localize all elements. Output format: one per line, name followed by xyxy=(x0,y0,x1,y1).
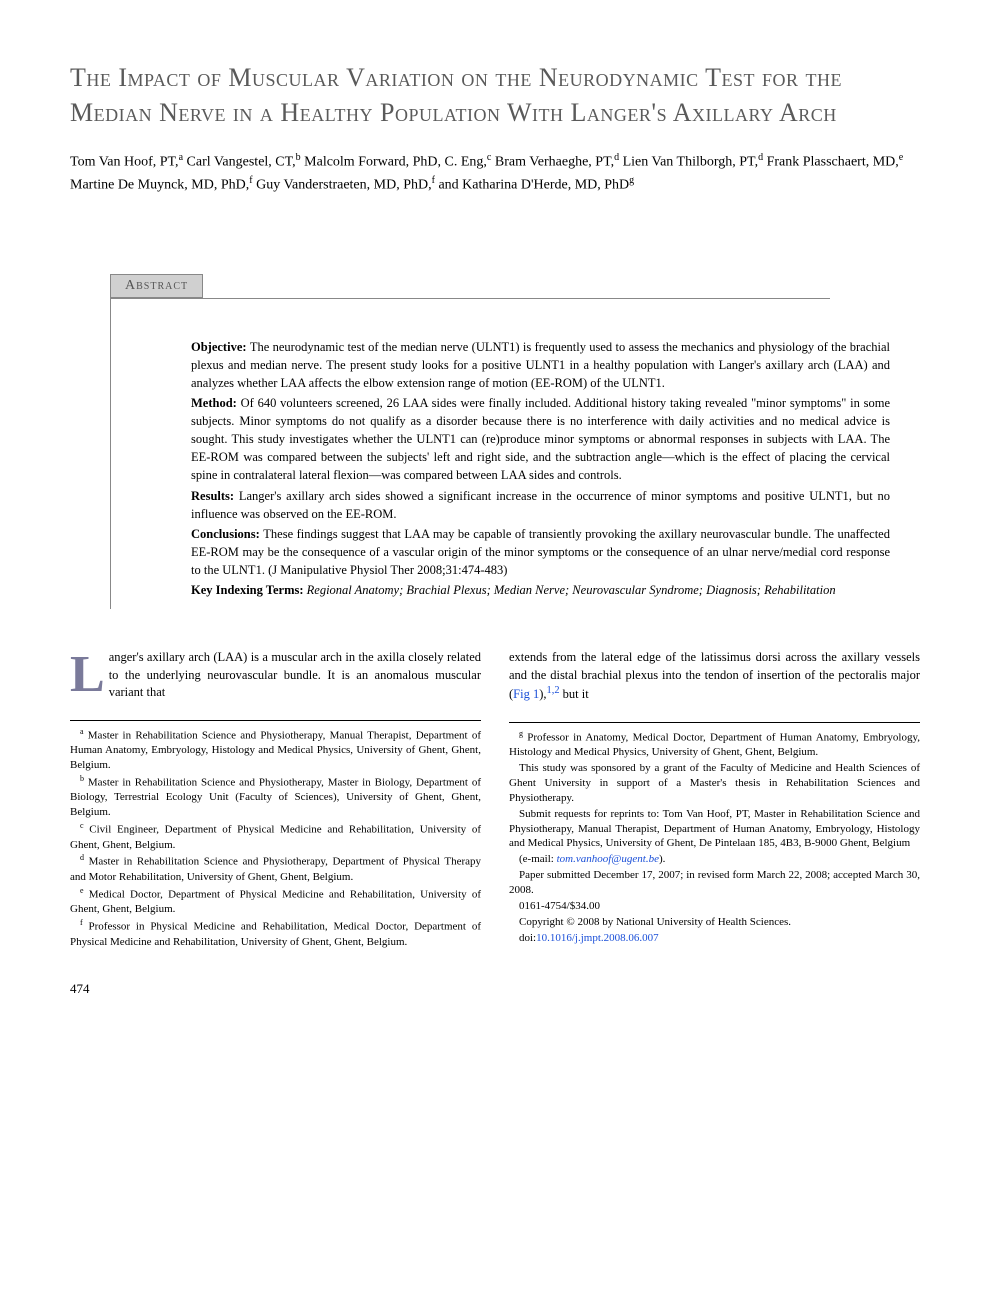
paper-dates: Paper submitted December 17, 2007; in re… xyxy=(509,868,920,898)
email-link[interactable]: tom.vanhoof@ugent.be xyxy=(557,853,659,865)
footnote-item: This study was sponsored by a grant of t… xyxy=(509,761,920,806)
email-line: (e-mail: tom.vanhoof@ugent.be). xyxy=(509,852,920,867)
objective-label: Objective: xyxy=(191,340,250,354)
footnote-item: g Professor in Anatomy, Medical Doctor, … xyxy=(509,729,920,760)
conclusions-text: These findings suggest that LAA may be c… xyxy=(191,527,890,577)
figure-ref-link[interactable]: Fig 1 xyxy=(513,687,539,701)
footnotes-right: g Professor in Anatomy, Medical Doctor, … xyxy=(509,722,920,945)
footnote-item: d Master in Rehabilitation Science and P… xyxy=(70,853,481,884)
footnotes-left: a Master in Rehabilitation Science and P… xyxy=(70,720,481,950)
author-list: Tom Van Hoof, PT,a Carl Vangestel, CT,b … xyxy=(70,150,920,195)
right-column: extends from the lateral edge of the lat… xyxy=(509,649,920,950)
body-columns: Langer's axillary arch (LAA) is a muscul… xyxy=(70,649,920,950)
key-terms: Regional Anatomy; Brachial Plexus; Media… xyxy=(307,583,836,597)
dropcap: L xyxy=(70,649,109,697)
footnote-item: c Civil Engineer, Department of Physical… xyxy=(70,821,481,852)
results-label: Results: xyxy=(191,489,239,503)
article-title: The Impact of Muscular Variation on the … xyxy=(70,60,920,130)
citation-link[interactable]: 1,2 xyxy=(547,685,560,696)
footnote-item: a Master in Rehabilitation Science and P… xyxy=(70,727,481,773)
conclusions-label: Conclusions: xyxy=(191,527,263,541)
objective-text: The neurodynamic test of the median nerv… xyxy=(191,340,890,390)
key-terms-label: Key Indexing Terms: xyxy=(191,583,304,597)
left-column: Langer's axillary arch (LAA) is a muscul… xyxy=(70,649,481,950)
intro-paragraph-right: extends from the lateral edge of the lat… xyxy=(509,649,920,704)
abstract-body: Objective: The neurodynamic test of the … xyxy=(111,328,920,600)
footnote-item: b Master in Rehabilitation Science and P… xyxy=(70,774,481,820)
footnote-item: e Medical Doctor, Department of Physical… xyxy=(70,886,481,917)
results-text: Langer's axillary arch sides showed a si… xyxy=(191,489,890,521)
doi-link[interactable]: 10.1016/j.jmpt.2008.06.007 xyxy=(536,932,659,944)
abstract-label: Abstract xyxy=(110,274,203,298)
method-label: Method: xyxy=(191,396,241,410)
doi-line: doi:10.1016/j.jmpt.2008.06.007 xyxy=(509,931,920,946)
intro-paragraph-left: Langer's axillary arch (LAA) is a muscul… xyxy=(70,649,481,702)
page-number: 474 xyxy=(70,981,920,997)
abstract-box: Abstract Objective: The neurodynamic tes… xyxy=(110,286,920,610)
copyright: Copyright © 2008 by National University … xyxy=(509,915,920,930)
footnote-item: f Professor in Physical Medicine and Reh… xyxy=(70,918,481,949)
issn: 0161-4754/$34.00 xyxy=(509,899,920,914)
method-text: Of 640 volunteers screened, 26 LAA sides… xyxy=(191,396,890,483)
footnote-item: Submit requests for reprints to: Tom Van… xyxy=(509,807,920,852)
